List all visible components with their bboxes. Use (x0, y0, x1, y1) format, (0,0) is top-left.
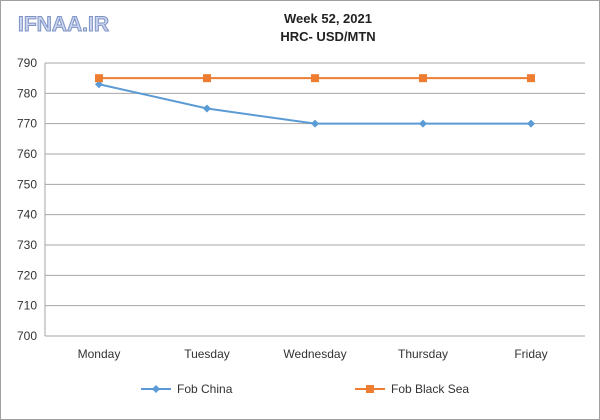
y-tick-label: 720 (17, 268, 37, 282)
legend-marker (366, 385, 374, 393)
y-tick-label: 700 (17, 329, 37, 343)
data-point (311, 74, 319, 83)
data-point (203, 74, 211, 83)
data-point (419, 119, 427, 128)
chart-title: Week 52, 2021 (284, 11, 372, 26)
chart-subtitle: HRC- USD/MTN (280, 29, 375, 44)
data-point (311, 119, 319, 128)
series-line-0 (98, 83, 531, 125)
x-tick-label: Wednesday (283, 347, 346, 361)
x-tick-label: Monday (78, 347, 121, 361)
legend-label: Fob Black Sea (391, 382, 469, 396)
y-tick-label: 710 (17, 299, 37, 313)
data-point (419, 74, 427, 83)
y-tick-label: 750 (17, 177, 37, 191)
y-tick-label: 780 (17, 86, 37, 100)
x-tick-label: Thursday (398, 347, 448, 361)
x-tick-label: Friday (514, 347, 547, 361)
y-tick-label: 770 (17, 117, 37, 131)
data-point (203, 104, 211, 113)
data-point (95, 74, 103, 83)
y-tick-label: 730 (17, 238, 37, 252)
y-tick-label: 740 (17, 208, 37, 222)
data-point (95, 80, 103, 89)
data-point (527, 74, 535, 83)
data-point (527, 119, 535, 128)
x-tick-label: Tuesday (184, 347, 230, 361)
legend-label: Fob China (177, 382, 233, 396)
y-tick-label: 760 (17, 147, 37, 161)
legend-marker (152, 385, 160, 393)
watermark-logo: IFNAA.IR (18, 13, 110, 37)
y-tick-label: 790 (17, 56, 37, 70)
